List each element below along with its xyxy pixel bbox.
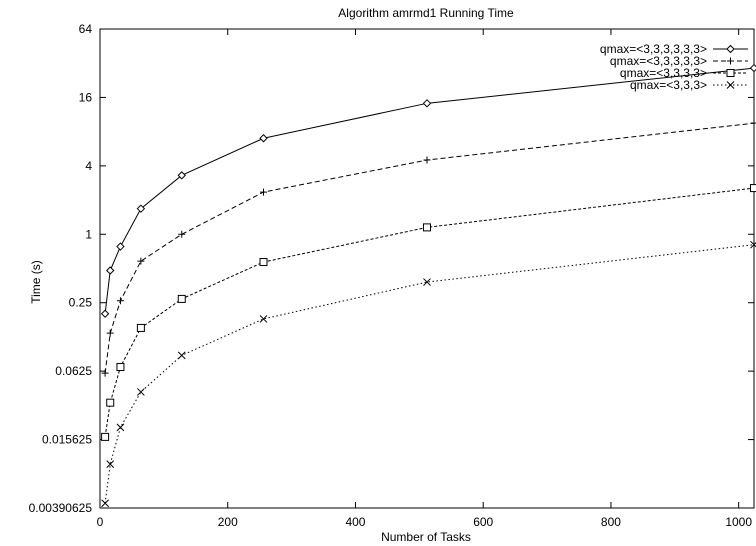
y-tick-label: 16 — [79, 90, 93, 104]
data-point — [750, 119, 756, 127]
data-point — [106, 398, 115, 407]
legend-label: qmax=<3,3,3,3,3> — [610, 54, 707, 68]
data-point — [750, 184, 756, 193]
y-tick-label: 4 — [85, 159, 92, 173]
series-4 — [101, 240, 756, 508]
y-tick-label: 0.00390625 — [29, 501, 93, 515]
data-point — [259, 134, 268, 143]
data-point — [101, 432, 110, 441]
data-point — [106, 329, 114, 337]
data-point — [749, 63, 756, 73]
legend-entry: qmax=<3,3,3> — [630, 78, 748, 92]
data-point — [116, 362, 125, 371]
legend-marker — [727, 57, 734, 65]
x-tick-label: 400 — [345, 515, 365, 529]
data-point — [177, 171, 186, 180]
series-line — [104, 187, 755, 437]
legend: qmax=<3,3,3,3,3,3>qmax=<3,3,3,3,3>qmax=<… — [600, 42, 748, 92]
legend-marker — [726, 69, 735, 77]
y-tick-label: 0.0625 — [55, 364, 92, 378]
legend-marker — [726, 44, 735, 54]
chart-title: Algorithm amrmd1 Running Time — [338, 6, 514, 20]
legend-entry: qmax=<3,3,3,3,3,3> — [600, 42, 748, 56]
legend-marker — [726, 81, 735, 89]
legend-entry: qmax=<3,3,3,3,3> — [610, 54, 748, 68]
series-2 — [101, 119, 756, 377]
data-point — [137, 388, 145, 396]
legend-label: qmax=<3,3,3> — [630, 78, 707, 92]
x-tick-label: 600 — [473, 515, 493, 529]
series-1 — [100, 63, 756, 318]
data-point — [101, 499, 109, 508]
x-tick-label: 1000 — [725, 515, 752, 529]
data-point — [106, 266, 115, 275]
x-axis-title: Number of Tasks — [381, 530, 471, 544]
series-layer — [100, 63, 756, 508]
data-point — [177, 294, 186, 303]
y-tick-label: 64 — [79, 22, 93, 36]
data-point — [101, 369, 109, 377]
y-tick-label: 1 — [85, 227, 92, 241]
y-tick-label: 0.015625 — [42, 433, 92, 447]
x-tick-label: 800 — [601, 515, 621, 529]
legend-label: qmax=<3,3,3,3,3,3> — [600, 42, 707, 56]
data-point — [177, 351, 186, 360]
x-axis: 0 200 400 600 800 1000 — [97, 29, 752, 529]
data-point — [423, 278, 431, 286]
data-point — [259, 258, 268, 267]
y-axis: 0.00390625 0.015625 0.0625 0.25 1 4 16 64 — [29, 22, 754, 515]
data-point — [116, 297, 124, 305]
data-point — [136, 323, 145, 332]
y-tick-label: 0.25 — [69, 296, 93, 310]
data-point — [423, 156, 431, 164]
data-point — [178, 230, 186, 238]
x-tick-label: 0 — [97, 515, 104, 529]
data-point — [116, 242, 125, 251]
plot-frame — [99, 28, 755, 509]
data-point — [423, 223, 431, 232]
data-point — [137, 257, 145, 265]
data-point — [106, 460, 115, 468]
data-point — [750, 240, 756, 249]
legend-entry: qmax=<3,3,3,3> — [620, 66, 748, 80]
data-point — [100, 309, 110, 318]
series-line — [104, 67, 755, 314]
data-point — [422, 99, 432, 108]
data-point — [259, 315, 268, 323]
x-tick-label: 200 — [218, 515, 238, 529]
data-point — [260, 188, 267, 196]
data-point — [136, 204, 146, 213]
data-point — [116, 423, 125, 432]
series-3 — [101, 184, 756, 441]
y-axis-title: Time (s) — [29, 260, 43, 304]
legend-label: qmax=<3,3,3,3> — [620, 66, 707, 80]
